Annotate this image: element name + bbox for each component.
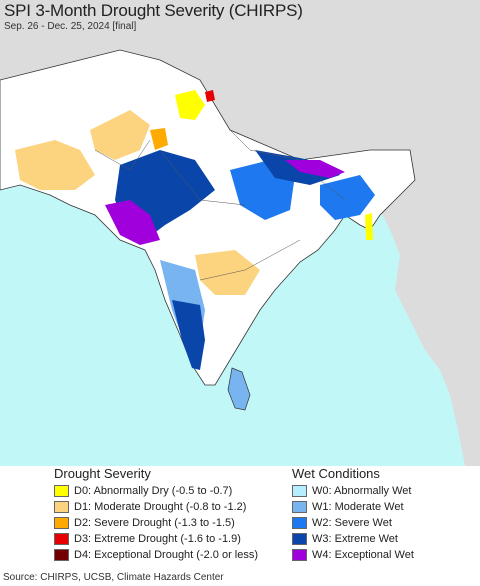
patch-d0-bangladesh	[365, 213, 373, 240]
patch-w2-bangladesh	[320, 175, 375, 220]
legend-item-d2: D2: Severe Drought (-1.3 to -1.5)	[54, 516, 235, 530]
legend-swatch-d1	[54, 501, 69, 513]
patch-d2-punjab	[150, 128, 168, 150]
outside-region-southeast	[395, 255, 480, 466]
legend-item-d1: D1: Moderate Drought (-0.8 to -1.2)	[54, 500, 246, 514]
legend-swatch-w4	[292, 549, 307, 561]
outside-region-north	[0, 0, 480, 330]
legend-item-w1: W1: Moderate Wet	[292, 500, 404, 514]
source-credit: Source: CHIRPS, UCSB, Climate Hazards Ce…	[3, 572, 224, 583]
patch-d1-west	[15, 140, 95, 190]
patch-d3-himalaya	[205, 90, 215, 102]
patch-w4-nepal	[285, 160, 345, 178]
sri-lanka	[227, 367, 251, 411]
legend-swatch-w2	[292, 517, 307, 529]
legend-label-w0: W0: Abnormally Wet	[312, 485, 412, 497]
map-title: SPI 3-Month Drought Severity (CHIRPS)	[4, 1, 303, 20]
legend-label-d0: D0: Abnormally Dry (-0.5 to -0.7)	[74, 485, 233, 497]
legend: Drought Severity Wet Conditions D0: Abno…	[0, 466, 480, 570]
legend-item-w2: W2: Severe Wet	[292, 516, 392, 530]
legend-item-d0: D0: Abnormally Dry (-0.5 to -0.7)	[54, 484, 232, 498]
legend-swatch-d0	[54, 485, 69, 497]
map-area: SPI 3-Month Drought Severity (CHIRPS) Se…	[0, 0, 480, 466]
internal-boundaries	[94, 129, 346, 281]
patch-d1-deccan	[195, 250, 260, 295]
patch-d0-north	[175, 90, 205, 120]
legend-label-w3: W3: Extreme Wet	[312, 533, 398, 545]
legend-swatch-d2	[54, 517, 69, 529]
patch-w3-south	[172, 300, 205, 370]
legend-label-d3: D3: Extreme Drought (-1.6 to -1.9)	[74, 533, 241, 545]
legend-item-d4: D4: Exceptional Drought (-2.0 or less)	[54, 548, 258, 562]
legend-swatch-d4	[54, 549, 69, 561]
patch-d1-pakistan	[90, 110, 150, 160]
wet-legend-heading: Wet Conditions	[292, 466, 380, 481]
legend-label-d1: D1: Moderate Drought (-0.8 to -1.2)	[74, 501, 247, 513]
legend-label-w4: W4: Exceptional Wet	[312, 549, 414, 561]
legend-label-w1: W1: Moderate Wet	[312, 501, 404, 513]
legend-item-w4: W4: Exceptional Wet	[292, 548, 414, 562]
legend-label-w2: W2: Severe Wet	[312, 517, 392, 529]
legend-item-w0: W0: Abnormally Wet	[292, 484, 411, 498]
legend-label-d2: D2: Severe Drought (-1.3 to -1.5)	[74, 517, 235, 529]
legend-swatch-d3	[54, 533, 69, 545]
map-subtitle: Sep. 26 - Dec. 25, 2024 [final]	[4, 21, 137, 32]
legend-label-d4: D4: Exceptional Drought (-2.0 or less)	[74, 549, 259, 561]
legend-item-w3: W3: Extreme Wet	[292, 532, 398, 546]
legend-swatch-w0	[292, 485, 307, 497]
drought-legend-heading: Drought Severity	[54, 466, 151, 481]
legend-swatch-w3	[292, 533, 307, 545]
legend-swatch-w1	[292, 501, 307, 513]
south-asia-map	[0, 0, 480, 466]
legend-item-d3: D3: Extreme Drought (-1.6 to -1.9)	[54, 532, 241, 546]
patch-w4-gujarat	[105, 200, 160, 245]
